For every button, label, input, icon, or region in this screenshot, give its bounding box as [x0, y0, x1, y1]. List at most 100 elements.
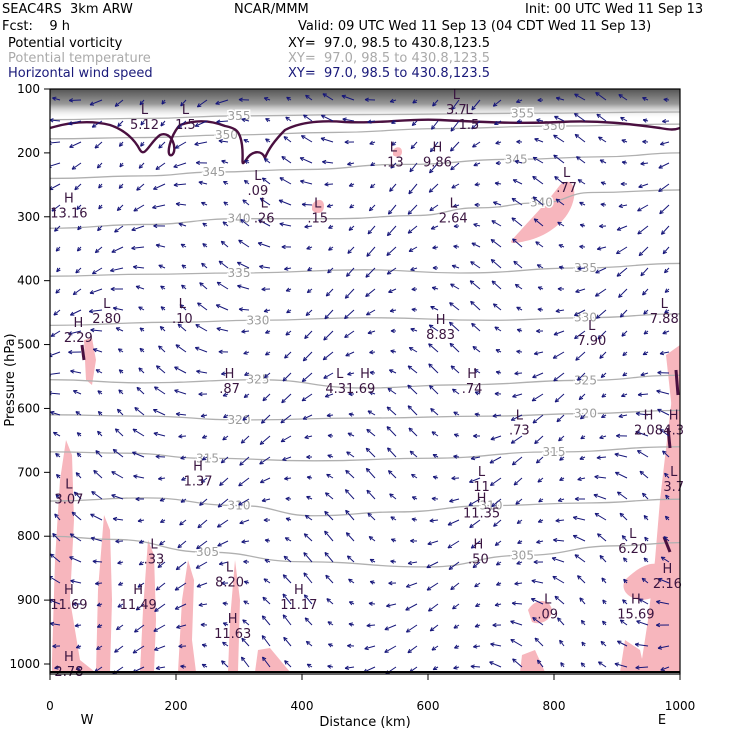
extremum-type: H — [663, 562, 673, 577]
wind-arrow — [152, 408, 166, 416]
wind-arrow — [429, 162, 439, 174]
wind-arrow — [131, 245, 145, 251]
wind-arrow — [390, 328, 397, 334]
pv-extremum-l: L8.20 — [215, 561, 244, 591]
wind-arrow — [494, 602, 502, 607]
wind-arrow — [139, 327, 145, 332]
pv-extremum-l: L.15 — [307, 197, 328, 227]
wind-arrow — [449, 498, 460, 503]
wind-arrow — [157, 561, 166, 568]
pv-extremum-h: H.69 — [355, 367, 376, 397]
wind-arrow — [408, 183, 418, 195]
wind-arrow — [174, 141, 187, 149]
wind-arrow — [405, 603, 418, 611]
wind-arrow — [345, 509, 355, 521]
wind-arrow — [71, 162, 82, 170]
wind-arrow — [553, 154, 565, 164]
pv-extremum-h: H1.37 — [184, 460, 213, 490]
wind-arrow — [344, 665, 355, 670]
extremum-type: H — [225, 367, 235, 382]
wind-arrow — [304, 617, 313, 626]
wind-arrow — [552, 575, 565, 584]
wind-arrow — [70, 369, 82, 374]
wind-arrow — [368, 204, 376, 212]
wind-arrow — [180, 664, 187, 669]
wind-arrow — [664, 515, 670, 521]
wind-arrow — [432, 245, 439, 250]
wind-arrow — [432, 99, 439, 107]
wind-arrow — [324, 530, 334, 542]
wind-arrow — [344, 309, 355, 320]
wind-arrow — [656, 389, 670, 395]
wind-arrow — [344, 139, 355, 145]
extremum-value: 1.5 — [175, 118, 196, 133]
wind-arrow — [597, 533, 607, 542]
wind-arrow — [448, 561, 460, 570]
wind-arrow — [410, 141, 418, 150]
wind-arrow — [301, 372, 313, 383]
wind-arrow — [112, 306, 124, 311]
wind-arrow — [200, 413, 208, 418]
pv-extremum-l: L.77 — [556, 166, 577, 196]
wind-arrow — [580, 619, 586, 626]
wind-arrow — [473, 369, 481, 374]
extremum-value: 2.08 — [634, 424, 663, 439]
wind-arrow — [595, 309, 607, 319]
wind-arrow — [471, 322, 481, 332]
extremum-value: 3.07 — [54, 493, 83, 508]
wind-arrow — [348, 578, 355, 584]
wind-arrow — [366, 246, 376, 257]
wind-arrow — [91, 120, 103, 128]
wind-arrow — [637, 225, 649, 235]
wind-arrow — [553, 372, 565, 382]
wind-arrow — [636, 450, 649, 458]
extremum-type: L — [544, 593, 552, 608]
wind-arrow — [264, 538, 271, 543]
wind-arrow — [132, 264, 145, 270]
wind-arrow — [384, 645, 397, 653]
wind-arrow — [307, 266, 313, 271]
extremum-type: L — [226, 561, 234, 576]
wind-arrow — [90, 328, 103, 333]
wind-arrow — [174, 603, 187, 610]
wind-arrow — [112, 516, 124, 522]
extremum-value: .10 — [172, 312, 193, 327]
pv-anomaly-mid-low — [228, 560, 240, 672]
wind-arrow — [558, 265, 565, 270]
extremum-type: H — [433, 140, 443, 155]
extremum-type: H — [644, 409, 654, 424]
extremum-type: L — [254, 169, 262, 184]
wind-arrow — [366, 428, 376, 437]
wind-arrow — [366, 309, 376, 316]
wind-arrow — [451, 264, 460, 269]
wind-arrow — [532, 156, 544, 164]
wind-arrow — [577, 266, 586, 271]
wind-arrow — [623, 557, 628, 563]
wind-arrow — [140, 141, 145, 147]
wind-arrow — [407, 365, 418, 374]
x-tick-label: 600 — [417, 699, 440, 713]
wind-arrow — [369, 580, 376, 585]
wind-arrow — [622, 351, 628, 357]
wind-arrow — [217, 498, 229, 508]
wind-arrow — [660, 666, 670, 671]
wind-arrow — [96, 602, 103, 607]
wind-arrow — [366, 623, 376, 628]
wind-arrow — [179, 304, 187, 311]
wind-arrow — [327, 433, 334, 439]
wind-arrow — [512, 238, 523, 248]
wind-arrow — [560, 662, 565, 668]
wind-arrow — [55, 453, 61, 458]
wind-arrow — [306, 245, 313, 250]
wind-arrow — [574, 133, 586, 143]
pv-extremum-l: L2.64 — [439, 197, 468, 227]
wind-arrow — [534, 137, 544, 143]
field-name-wind: Horizontal wind speed — [8, 66, 153, 81]
wind-arrow — [50, 183, 61, 191]
wind-arrow — [96, 645, 103, 650]
wind-arrow — [304, 330, 313, 340]
wind-arrow — [216, 281, 229, 290]
wind-arrow — [640, 372, 649, 377]
wind-arrow — [259, 477, 271, 484]
